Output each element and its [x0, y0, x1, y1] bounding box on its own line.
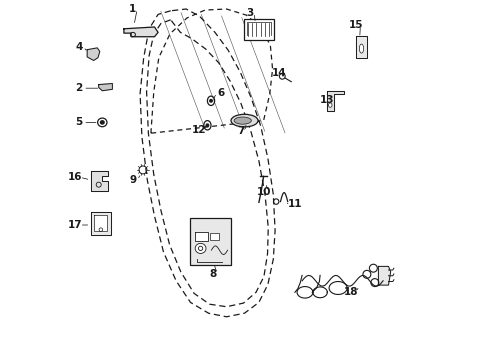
Polygon shape: [326, 91, 343, 111]
Text: 11: 11: [287, 199, 302, 210]
Text: 9: 9: [129, 175, 136, 185]
Bar: [209, 233, 218, 240]
Ellipse shape: [234, 117, 251, 124]
Polygon shape: [355, 36, 366, 58]
Text: 14: 14: [271, 68, 285, 78]
Polygon shape: [91, 212, 110, 235]
Text: 3: 3: [246, 8, 253, 18]
Text: 7: 7: [237, 126, 244, 136]
Text: 4: 4: [75, 42, 82, 52]
Text: 6: 6: [217, 88, 224, 98]
Polygon shape: [94, 215, 107, 231]
Polygon shape: [99, 84, 112, 91]
Text: 2: 2: [75, 83, 82, 93]
Text: 10: 10: [257, 186, 271, 197]
Text: 17: 17: [68, 220, 82, 230]
Ellipse shape: [359, 44, 363, 53]
Text: 8: 8: [209, 269, 216, 279]
Polygon shape: [378, 266, 390, 285]
Polygon shape: [87, 48, 100, 60]
Ellipse shape: [328, 103, 331, 107]
Polygon shape: [195, 232, 207, 241]
Text: 5: 5: [75, 117, 82, 127]
Bar: [189, 218, 231, 265]
Text: 18: 18: [343, 287, 357, 297]
Polygon shape: [91, 171, 108, 191]
Text: 15: 15: [348, 20, 363, 30]
Bar: [244, 19, 273, 40]
Text: 12: 12: [191, 125, 205, 135]
Ellipse shape: [206, 124, 208, 126]
Text: 13: 13: [319, 95, 334, 105]
Ellipse shape: [230, 114, 258, 127]
Text: 16: 16: [68, 172, 82, 182]
Ellipse shape: [195, 243, 205, 253]
Polygon shape: [123, 27, 158, 37]
Ellipse shape: [209, 100, 212, 102]
Ellipse shape: [101, 121, 104, 124]
Text: 1: 1: [129, 4, 136, 14]
